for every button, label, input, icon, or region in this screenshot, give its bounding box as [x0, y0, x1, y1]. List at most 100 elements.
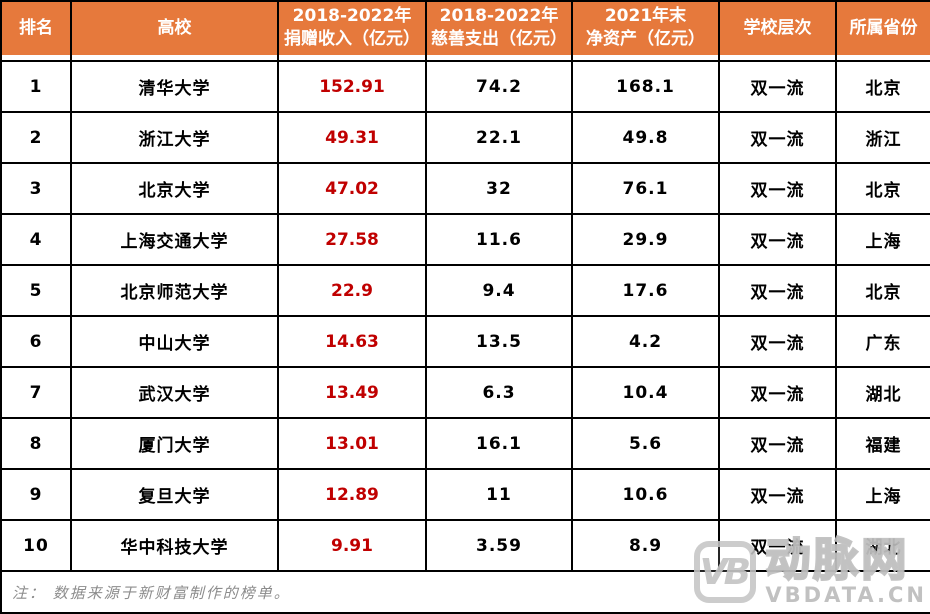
table-row: 7 武汉大学 13.49 6.3 10.4 双一流 湖北 — [0, 366, 930, 419]
cell-assets: 8.9 — [571, 519, 720, 572]
cell-level: 双一流 — [718, 162, 837, 215]
cell-university: 武汉大学 — [70, 366, 279, 419]
table-row: 8 厦门大学 13.01 16.1 5.6 双一流 福建 — [0, 417, 930, 470]
cell-university: 厦门大学 — [70, 417, 279, 470]
column-header-rank: 排名 — [0, 0, 72, 62]
cell-province: 福建 — [835, 417, 930, 470]
cell-expense: 6.3 — [425, 366, 573, 419]
column-header-line2: 净资产（亿元） — [586, 29, 705, 49]
column-header-line1: 学校层次 — [743, 17, 812, 38]
table-header: 排名 高校 2018-2022年 捐赠收入（亿元） 2018-2022年 慈善支出（亿元）… — [0, 0, 930, 62]
table-row: 1 清华大学 152.91 74.2 168.1 双一流 北京 — [0, 60, 930, 113]
column-header-line1: 2018-2022年 — [292, 6, 412, 27]
column-header-province: 所属省份 — [835, 0, 930, 62]
source-note: 注： 数据来源于新财富制作的榜单。 — [0, 570, 930, 614]
cell-income: 13.49 — [277, 366, 427, 419]
cell-income: 14.63 — [277, 315, 427, 368]
cell-income: 13.01 — [277, 417, 427, 470]
cell-assets: 29.9 — [571, 213, 720, 266]
cell-assets: 49.8 — [571, 111, 720, 164]
cell-province: 北京 — [835, 60, 930, 113]
cell-level: 双一流 — [718, 213, 837, 266]
cell-expense: 74.2 — [425, 60, 573, 113]
cell-assets: 17.6 — [571, 264, 720, 317]
cell-rank: 9 — [0, 468, 72, 521]
cell-assets: 10.6 — [571, 468, 720, 521]
cell-level: 双一流 — [718, 264, 837, 317]
cell-province: 上海 — [835, 213, 930, 266]
cell-province: 湖北 — [835, 366, 930, 419]
cell-expense: 32 — [425, 162, 573, 215]
table-row: 4 上海交通大学 27.58 11.6 29.9 双一流 上海 — [0, 213, 930, 266]
cell-rank: 6 — [0, 315, 72, 368]
table-row: 5 北京师范大学 22.9 9.4 17.6 双一流 北京 — [0, 264, 930, 317]
cell-province: 浙江 — [835, 111, 930, 164]
cell-level: 双一流 — [718, 468, 837, 521]
cell-level: 双一流 — [718, 417, 837, 470]
cell-income: 12.89 — [277, 468, 427, 521]
cell-university: 北京大学 — [70, 162, 279, 215]
cell-province: 湖北 — [835, 519, 930, 572]
column-header-line2: 捐赠收入（亿元） — [284, 29, 420, 49]
column-header-line1: 2021年末 — [604, 6, 687, 27]
cell-income: 49.31 — [277, 111, 427, 164]
cell-expense: 11 — [425, 468, 573, 521]
cell-level: 双一流 — [718, 315, 837, 368]
cell-assets: 10.4 — [571, 366, 720, 419]
cell-province: 北京 — [835, 264, 930, 317]
column-header-line1: 所属省份 — [849, 17, 918, 38]
column-header-university: 高校 — [70, 0, 279, 62]
cell-province: 广东 — [835, 315, 930, 368]
column-header-assets: 2021年末 净资产（亿元） — [571, 0, 720, 62]
cell-income: 27.58 — [277, 213, 427, 266]
column-header-line1: 高校 — [157, 17, 192, 38]
cell-university: 北京师范大学 — [70, 264, 279, 317]
cell-university: 清华大学 — [70, 60, 279, 113]
cell-expense: 13.5 — [425, 315, 573, 368]
column-header-line2: 慈善支出（亿元） — [431, 29, 567, 49]
cell-income: 9.91 — [277, 519, 427, 572]
cell-rank: 3 — [0, 162, 72, 215]
column-header-income: 2018-2022年 捐赠收入（亿元） — [277, 0, 427, 62]
table-row: 3 北京大学 47.02 32 76.1 双一流 北京 — [0, 162, 930, 215]
note-row: 注： 数据来源于新财富制作的榜单。 — [0, 570, 930, 614]
cell-province: 上海 — [835, 468, 930, 521]
table-footer: 注： 数据来源于新财富制作的榜单。 — [0, 570, 930, 614]
cell-expense: 16.1 — [425, 417, 573, 470]
cell-university: 中山大学 — [70, 315, 279, 368]
cell-university: 复旦大学 — [70, 468, 279, 521]
cell-university: 浙江大学 — [70, 111, 279, 164]
cell-rank: 5 — [0, 264, 72, 317]
cell-level: 双一流 — [718, 366, 837, 419]
column-header-level: 学校层次 — [718, 0, 837, 62]
header-row: 排名 高校 2018-2022年 捐赠收入（亿元） 2018-2022年 慈善支出（亿元）… — [0, 0, 930, 62]
cell-rank: 7 — [0, 366, 72, 419]
cell-level: 双一流 — [718, 519, 837, 572]
cell-rank: 2 — [0, 111, 72, 164]
table-row: 2 浙江大学 49.31 22.1 49.8 双一流 浙江 — [0, 111, 930, 164]
column-header-expense: 2018-2022年 慈善支出（亿元） — [425, 0, 573, 62]
cell-level: 双一流 — [718, 111, 837, 164]
table-body: 1 清华大学 152.91 74.2 168.1 双一流 北京 2 浙江大学 49.31 22.1 4… — [0, 60, 930, 572]
cell-rank: 8 — [0, 417, 72, 470]
cell-assets: 4.2 — [571, 315, 720, 368]
cell-expense: 22.1 — [425, 111, 573, 164]
cell-expense: 3.59 — [425, 519, 573, 572]
cell-rank: 4 — [0, 213, 72, 266]
cell-university: 华中科技大学 — [70, 519, 279, 572]
cell-expense: 11.6 — [425, 213, 573, 266]
cell-university: 上海交通大学 — [70, 213, 279, 266]
cell-expense: 9.4 — [425, 264, 573, 317]
cell-rank: 1 — [0, 60, 72, 113]
cell-level: 双一流 — [718, 60, 837, 113]
cell-assets: 5.6 — [571, 417, 720, 470]
cell-assets: 168.1 — [571, 60, 720, 113]
cell-province: 北京 — [835, 162, 930, 215]
cell-income: 22.9 — [277, 264, 427, 317]
cell-income: 152.91 — [277, 60, 427, 113]
cell-income: 47.02 — [277, 162, 427, 215]
cell-rank: 10 — [0, 519, 72, 572]
table-row: 6 中山大学 14.63 13.5 4.2 双一流 广东 — [0, 315, 930, 368]
table-row: 9 复旦大学 12.89 11 10.6 双一流 上海 — [0, 468, 930, 521]
